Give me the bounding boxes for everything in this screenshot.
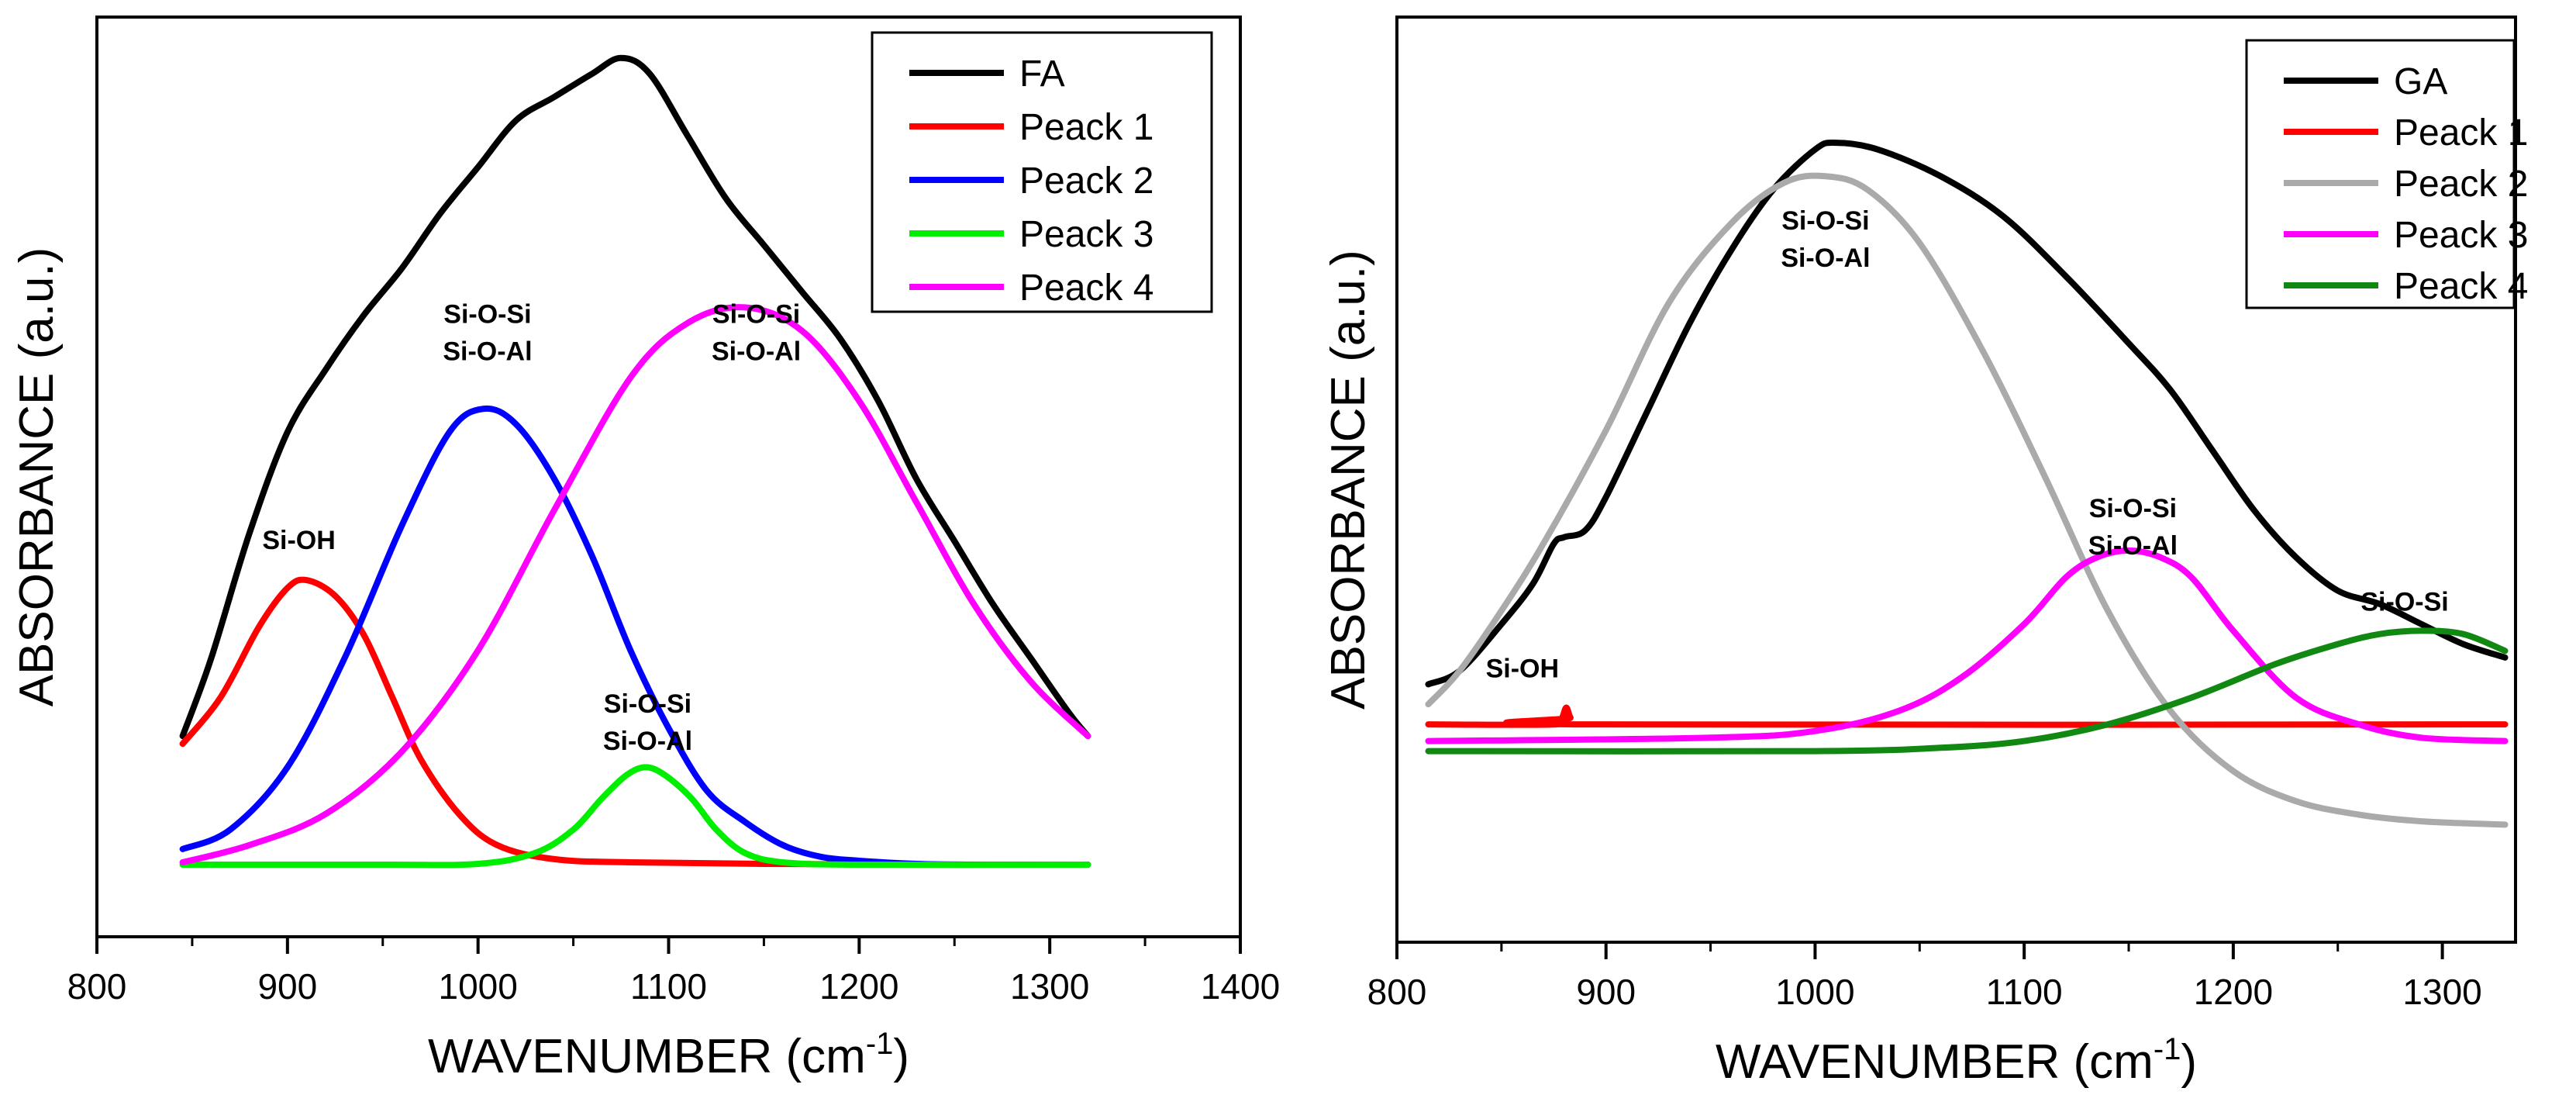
x-tick-label: 1200 xyxy=(2194,972,2273,1012)
x-axis-title: WAVENUMBER (cm-1) xyxy=(428,1027,909,1083)
peak-annotation-line: Si-O-Si xyxy=(712,300,800,330)
x-tick-label: 1100 xyxy=(630,966,707,1007)
peak-annotation-line: Si-OH xyxy=(1486,654,1559,684)
peak-annotation-line: Si-O-Al xyxy=(603,727,692,756)
peak-annotation: Si-O-Si xyxy=(2360,588,2448,617)
x-tick-label: 1400 xyxy=(1201,966,1280,1007)
legend-entry: FA xyxy=(1019,54,1065,95)
legend-entry: Peack 4 xyxy=(1019,268,1154,309)
y-axis-title: ABSORBANCE (a.u.) xyxy=(1322,250,1375,710)
peak-annotation-line: Si-O-Al xyxy=(1781,243,1870,273)
series-line-peack-4 xyxy=(179,304,1091,865)
series-line-peack-3 xyxy=(179,764,1091,869)
peak-annotation: Si-O-Si Si-O-Al xyxy=(1781,206,1870,273)
legend-entry: Peack 4 xyxy=(2394,266,2528,307)
legend-entry: Peack 3 xyxy=(1019,214,1154,255)
peak-annotation-line: Si-O-Si xyxy=(2089,494,2177,523)
legend-entry: Peack 3 xyxy=(2394,215,2528,256)
x-axis-title-superscript: -1 xyxy=(2154,1032,2181,1066)
legend-box xyxy=(2245,39,2516,309)
chart-panel-ga: 800 900 1000 1100 1200 1300 WAVENUMBER (cm-1) A… xyxy=(1322,16,2528,1089)
x-axis-title: WAVENUMBER (cm-1) xyxy=(1716,1032,2197,1089)
peak-annotation-line: Si-O-Si xyxy=(2360,588,2448,617)
peak-annotation-line: Si-O-Si xyxy=(443,300,531,330)
peak-annotation: Si-OH xyxy=(1486,654,1559,684)
series-line-peack-2 xyxy=(1425,172,2509,828)
chart-panel-fa: 800 900 1000 1100 1200 1300 1400 WAVENUMBER (cm… xyxy=(10,16,1280,1083)
peak-annotation: Si-O-Si Si-O-Al xyxy=(2088,494,2178,561)
plot-frame xyxy=(1395,16,2517,944)
legend-entry: Peack 2 xyxy=(1019,161,1154,202)
x-tick-label: 900 xyxy=(1576,972,1636,1012)
legend-entry: Peack 1 xyxy=(2394,112,2528,154)
series-line-peack-3 xyxy=(1425,547,2509,744)
legend-entry: GA xyxy=(2394,61,2447,102)
x-axis-title-close: ) xyxy=(2181,1035,2197,1089)
series-line-peack-4 xyxy=(1425,627,2509,755)
legend-entry: Peack 1 xyxy=(1019,107,1154,148)
peak-annotation: Si-OH xyxy=(262,526,335,555)
x-tick-label: 800 xyxy=(67,966,127,1007)
x-tick-label: 1000 xyxy=(1775,972,1854,1012)
x-tick-label: 1300 xyxy=(1010,966,1089,1007)
x-tick-label: 1200 xyxy=(819,966,898,1007)
x-axis-title-superscript: -1 xyxy=(866,1027,894,1061)
peak-annotation-line: Si-O-Al xyxy=(2088,531,2178,561)
peak-annotation-line: Si-OH xyxy=(262,526,335,555)
legend-entry: Peack 2 xyxy=(2394,164,2528,205)
series-line-peack-2 xyxy=(179,405,1091,869)
x-axis-title-close: ) xyxy=(893,1030,909,1083)
peak-annotation-line: Si-O-Si xyxy=(604,689,691,719)
peak-annotation: Si-O-Si Si-O-Al xyxy=(712,300,801,367)
peak-annotation-line: Si-O-Si xyxy=(1781,206,1869,236)
peak-annotation-line: Si-O-Al xyxy=(443,337,532,367)
x-tick-label: 800 xyxy=(1367,972,1427,1012)
x-tick-label: 1300 xyxy=(2402,972,2481,1012)
legend-box xyxy=(871,31,1213,313)
peak-annotation: Si-O-Si Si-O-Al xyxy=(443,300,532,367)
x-tick-label: 1000 xyxy=(438,966,517,1007)
series-line-peack-1 xyxy=(1425,704,2509,728)
peak-annotation: Si-O-Si Si-O-Al xyxy=(603,689,692,756)
series-line-ga xyxy=(1425,140,2509,688)
series-line-peack-1 xyxy=(179,576,1091,869)
y-axis-title: ABSORBANCE (a.u.) xyxy=(10,247,64,707)
x-tick-label: 900 xyxy=(257,966,317,1007)
x-tick-label: 1100 xyxy=(1986,972,2063,1012)
series-line-fa xyxy=(179,54,1091,740)
peak-annotation-line: Si-O-Al xyxy=(712,337,801,367)
